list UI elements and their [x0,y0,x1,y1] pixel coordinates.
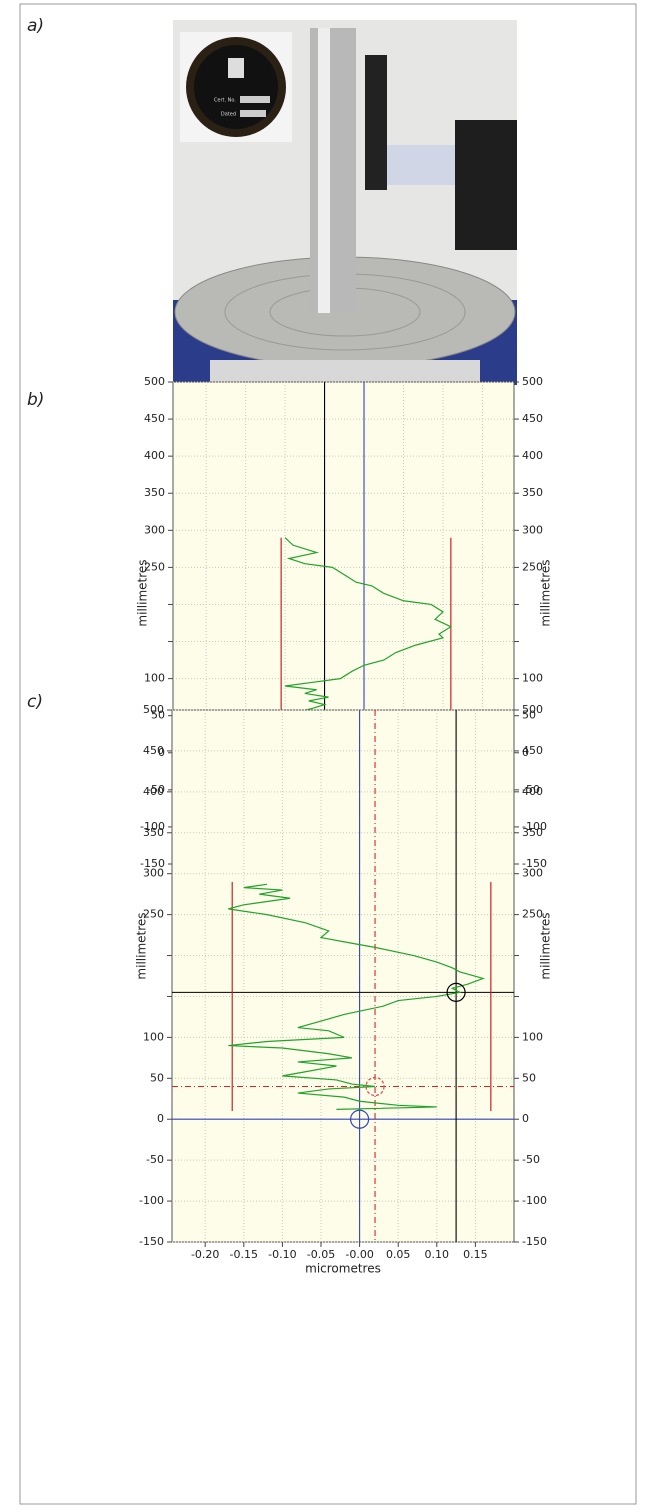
y-axis-title: millimetres [136,559,150,626]
y-tick-label: 300 [143,867,164,880]
y-tick-label: -100 [140,820,165,833]
y2-tick-label: 250 [522,560,543,573]
y-tick-label: 50 [151,709,165,722]
y2-tick-label: 400 [522,785,543,798]
y-tick-label: 300 [144,523,165,536]
y-tick-label: -50 [146,1153,164,1166]
y2-tick-label: 400 [522,449,543,462]
x-tick-label: -0.15 [230,1248,258,1261]
y2-tick-label: 300 [522,523,543,536]
y2-tick-label: 0 [522,1112,529,1125]
y2-tick-label: 300 [522,867,543,880]
frame [19,3,637,1505]
y2-axis-title: millimetres [539,559,553,626]
profile-line [228,883,486,1111]
y2-tick-label: 50 [522,709,536,722]
y2-axis-title: millimetres [539,912,553,979]
y-tick-label: 0 [158,746,165,759]
x-tick-label: 0.05 [386,1248,411,1261]
panel-label: c) [27,692,43,712]
photo: Cert. No. Dated [173,20,517,385]
y2-tick-label: -100 [522,1194,547,1207]
y-tick-label: 400 [143,785,164,798]
y2-tick-label: 250 [522,908,543,921]
y-tick-label: 350 [143,826,164,839]
y-tick-label: 100 [143,1030,164,1043]
y2-tick-label: 450 [522,744,543,757]
photo-text: Dated [221,112,236,118]
y-tick-label: -100 [139,1194,164,1207]
y2-tick-label: 0 [522,746,529,759]
y2-tick-label: 100 [522,1030,543,1043]
chart: -150 -150 -100 -100 -50 -50 0 0 50 50 100 100 250 250… [135,703,553,1276]
y-tick-label: -150 [139,1235,164,1248]
y2-tick-label: -50 [522,1153,540,1166]
y2-tick-label: 100 [522,672,543,685]
y-tick-label: 250 [144,560,165,573]
y-axis-title: millimetres [135,912,149,979]
y-tick-label: 500 [144,375,165,388]
y2-tick-label: 350 [522,826,543,839]
y2-tick-label: 500 [522,703,543,716]
y2-tick-label: 450 [522,412,543,425]
y-tick-label: 400 [144,449,165,462]
x-tick-label: 0.15 [463,1248,488,1261]
y2-tick-label: 50 [522,1071,536,1084]
x-tick-label: -0.00 [345,1248,373,1261]
y-tick-label: 100 [144,672,165,685]
y2-tick-label: -150 [522,1235,547,1248]
y-tick-label: -150 [140,857,165,870]
plot-area [171,709,515,1243]
y-tick-label: 450 [144,412,165,425]
photo-text: Cert. No. [214,98,236,104]
x-tick-label: 0.10 [425,1248,450,1261]
marker-circle [365,1076,385,1097]
x-tick-label: -0.10 [268,1248,296,1261]
y2-tick-label: 350 [522,486,543,499]
y-tick-label: 500 [143,703,164,716]
x-tick-label: -0.05 [307,1248,335,1261]
y-tick-label: 450 [143,744,164,757]
y2-tick-label: -150 [522,857,547,870]
y2-tick-label: -100 [522,820,547,833]
y-tick-label: 0 [157,1112,164,1125]
y-tick-label: -50 [147,783,165,796]
panel-label: a) [27,16,44,36]
marker-circle [446,982,466,1002]
y-tick-label: 50 [150,1071,164,1084]
marker-circle [349,1109,370,1129]
x-axis-title: micrometres [305,1262,381,1276]
x-tick-label: -0.20 [191,1248,219,1261]
y-tick-label: 350 [144,486,165,499]
panel-label: b) [27,390,44,410]
y2-tick-label: -50 [522,783,540,796]
y2-tick-label: 500 [522,375,543,388]
y-tick-label: 250 [143,908,164,921]
